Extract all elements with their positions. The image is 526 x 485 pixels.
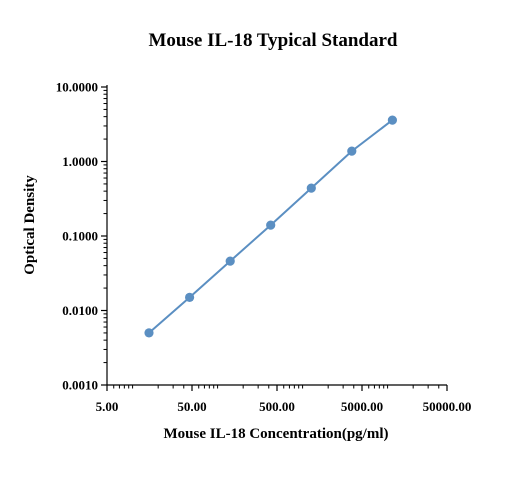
data-point: [144, 328, 154, 338]
axes: 5.00 50.00 500.00 5000.00 50000.00 0.0010 0.01…: [56, 80, 472, 415]
data-point: [185, 292, 195, 302]
x-tick-label: 50000.00: [423, 399, 472, 414]
x-tick-label: 5.00: [96, 399, 119, 414]
data-point: [347, 146, 357, 156]
data-point: [306, 183, 316, 193]
y-tick-label: 1.0000: [62, 154, 98, 169]
x-tick-label: 500.00: [259, 399, 295, 414]
y-tick-label: 10.0000: [56, 80, 98, 95]
data-series: [144, 115, 397, 338]
y-tick-label: 0.1000: [62, 229, 98, 244]
y-axis-label: Optical Density: [22, 175, 38, 275]
x-tick-label: 50.00: [177, 399, 206, 414]
x-axis-label: Mouse IL-18 Concentration(pg/ml): [164, 426, 389, 442]
data-point: [387, 115, 397, 125]
chart-title: Mouse IL-18 Typical Standard: [149, 30, 398, 51]
x-tick-label: 5000.00: [341, 399, 383, 414]
data-point: [266, 220, 276, 230]
y-tick-label: 0.0010: [62, 378, 98, 393]
data-point: [225, 256, 235, 266]
y-tick-label: 0.0100: [62, 303, 98, 318]
